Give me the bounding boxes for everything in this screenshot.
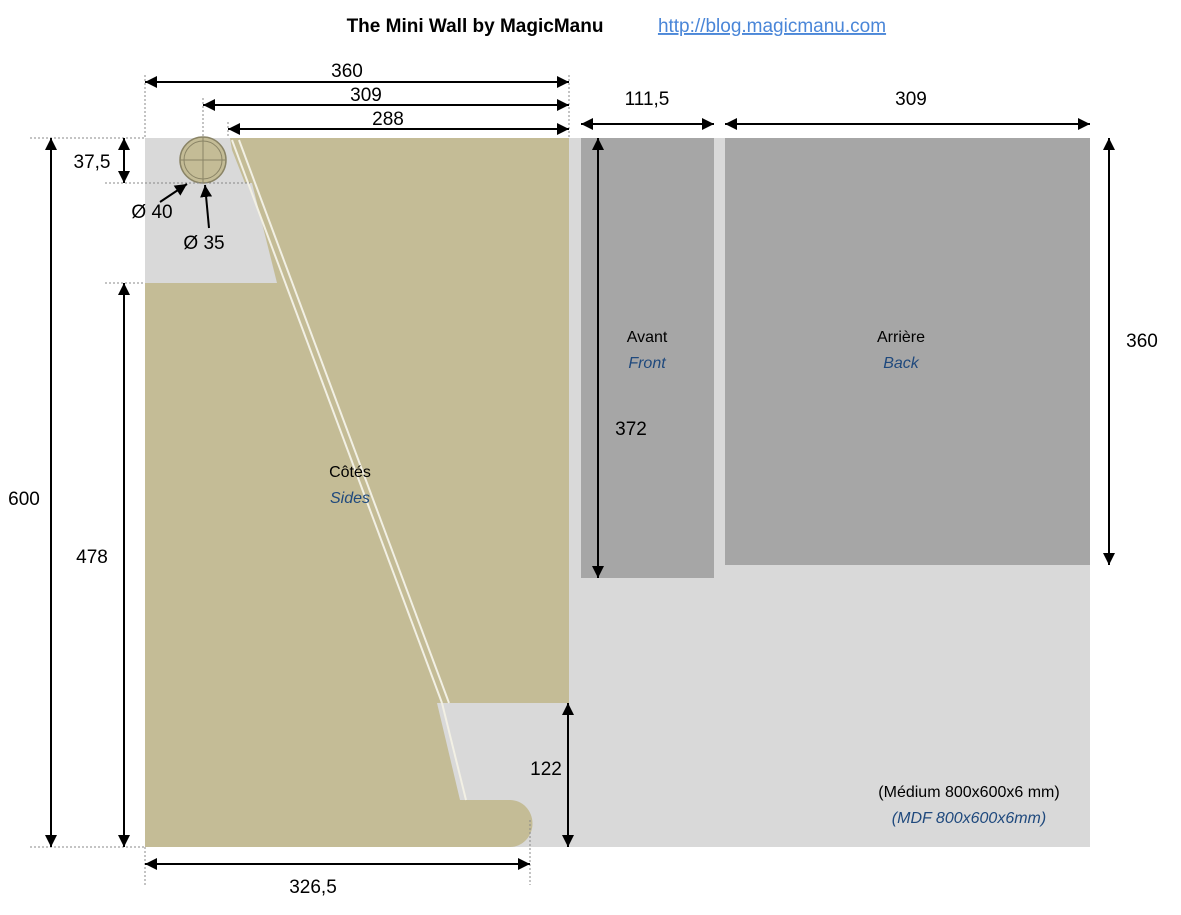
panel-label: Arrière [877, 329, 925, 346]
dim-label: 600 [8, 489, 40, 510]
dim-label: 372 [615, 419, 647, 440]
dim-label: 122 [530, 759, 562, 780]
material-translation: (MDF 800x600x6mm) [892, 810, 1046, 827]
material-label: (Médium 800x600x6 mm) [878, 784, 1059, 801]
dimension-lines [45, 76, 1115, 870]
panel-translation: Front [628, 355, 666, 372]
rail-line [238, 139, 450, 704]
dim-label: 309 [350, 85, 382, 106]
dim-label: 111,5 [625, 89, 670, 110]
rail-line [441, 702, 467, 801]
dim-label: 309 [895, 89, 927, 110]
side-panel [145, 138, 569, 847]
dim-label: 360 [1126, 331, 1158, 352]
dim-label: 478 [76, 547, 108, 568]
extension-lines [30, 75, 570, 885]
panel-translation: Sides [330, 490, 370, 507]
panel-label: Côtés [329, 464, 371, 481]
dim-label: 37,5 [74, 152, 111, 173]
panel-translation: Back [883, 355, 920, 372]
panel-label: Avant [627, 329, 668, 346]
dim-label: 360 [331, 61, 363, 82]
title: The Mini Wall by MagicManu [347, 16, 604, 37]
rail-line [231, 139, 443, 704]
dim-label: Ø 35 [183, 233, 224, 254]
link[interactable]: http://blog.magicmanu.com [658, 16, 886, 37]
back-panel [725, 138, 1090, 565]
dim-label: 326,5 [289, 877, 337, 898]
dim-label: 288 [372, 109, 404, 130]
dim-label: Ø 40 [131, 202, 172, 223]
